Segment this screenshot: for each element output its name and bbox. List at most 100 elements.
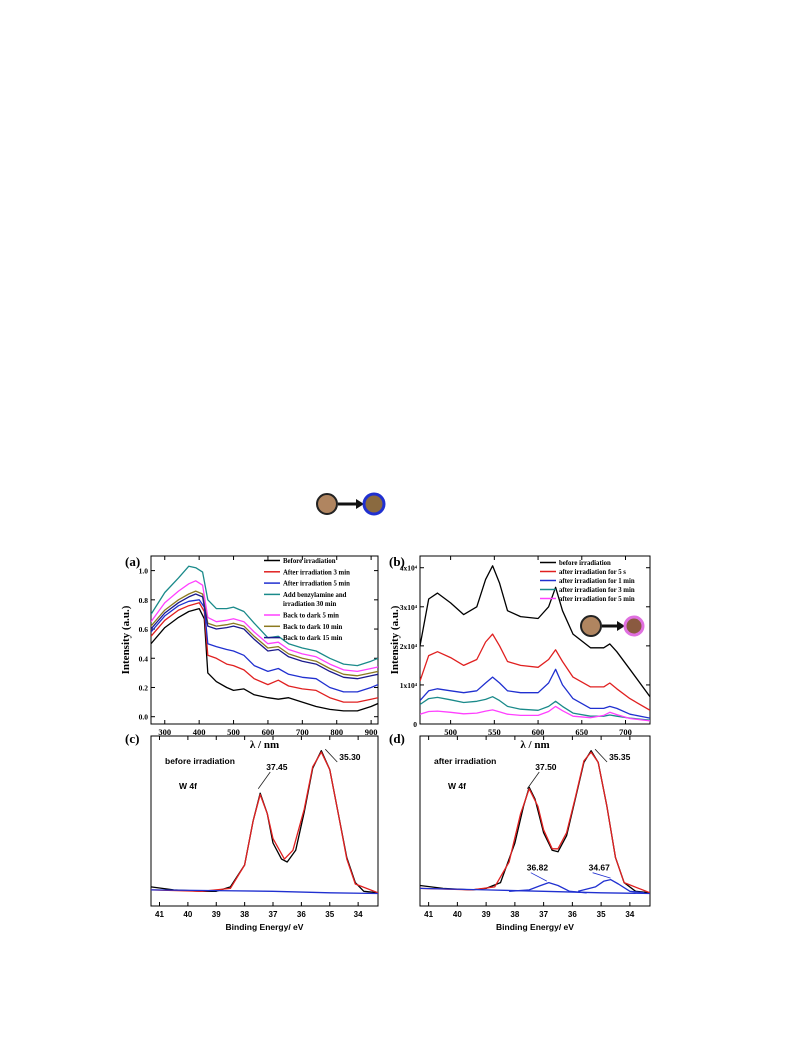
x-tick-label: 34 bbox=[354, 910, 363, 919]
peak-pointer bbox=[526, 771, 540, 789]
panel-c-plot: 41 40 39 38 37 36 35 34 Binding Energy/ eV before… bbox=[150, 735, 379, 932]
legend-label: Add benzylamine and bbox=[283, 592, 347, 599]
series-line-2 bbox=[509, 881, 587, 894]
y-tick-label: 1x10⁴ bbox=[400, 681, 418, 690]
x-tick-label: 600 bbox=[532, 727, 545, 737]
x-tick-label: 500 bbox=[444, 727, 457, 737]
peak-label: 34.67 bbox=[589, 863, 611, 873]
peak-pointer bbox=[594, 748, 608, 763]
orbital-label: W 4f bbox=[448, 781, 466, 791]
x-axis-label: λ / nm bbox=[250, 739, 279, 751]
y-tick-label: 0.6 bbox=[139, 625, 149, 634]
x-tick-label: 650 bbox=[575, 727, 588, 737]
x-tick-label: 39 bbox=[482, 910, 491, 919]
panel-d-label: (d) bbox=[389, 731, 405, 746]
series-line-1 bbox=[151, 751, 378, 894]
legend-label: Before irradiation bbox=[283, 558, 336, 565]
x-tick-label: 900 bbox=[365, 727, 378, 737]
plot-frame bbox=[150, 555, 379, 725]
sample-circle-before-icon bbox=[580, 615, 602, 637]
series-line-0 bbox=[420, 565, 650, 698]
series-group bbox=[151, 750, 378, 895]
peak-label: 37.50 bbox=[535, 762, 557, 772]
panel-a: (a) 300 400 500 600 700 800 900 0.0 0.2 0.4 0.6 0.8… bbox=[120, 492, 386, 751]
series-line-3 bbox=[151, 565, 378, 667]
x-tick-label: 41 bbox=[155, 910, 164, 919]
x-tick-label: 38 bbox=[510, 910, 519, 919]
series-line-0 bbox=[151, 607, 378, 712]
x-tick-label: 34 bbox=[625, 910, 634, 919]
y-tick-label: 1.0 bbox=[139, 567, 149, 576]
x-tick-label: 40 bbox=[453, 910, 462, 919]
plot-frame bbox=[419, 735, 651, 907]
series-group bbox=[420, 565, 650, 722]
series-line-2 bbox=[151, 889, 378, 895]
x-tick-label: 35 bbox=[597, 910, 606, 919]
y-tick-label: 0.8 bbox=[139, 596, 149, 605]
x-tick-label: 40 bbox=[183, 910, 192, 919]
panel-a-label: (a) bbox=[125, 554, 140, 569]
panel-d-plot: 41 40 39 38 37 36 35 34 Binding Energy/ eV after … bbox=[419, 735, 651, 932]
legend-label: before irradiation bbox=[559, 560, 611, 567]
series-line-3 bbox=[577, 878, 645, 894]
legend-label: Back to dark 5 min bbox=[283, 613, 339, 620]
legend-label: after irradiation for 5 min bbox=[559, 596, 635, 603]
sample-circle-after-icon bbox=[623, 615, 645, 637]
x-tick-label: 500 bbox=[227, 727, 240, 737]
panel-b-plot: 500 550 600 650 700 0 1x10⁴ 2x10⁴ 3x10⁴ 4x10⁴ λ / … bbox=[389, 555, 651, 751]
series-line-0 bbox=[151, 750, 378, 894]
x-tick-label: 39 bbox=[212, 910, 221, 919]
sample-circle-after-icon bbox=[362, 492, 386, 516]
arrowhead-icon bbox=[356, 499, 364, 509]
x-tick-label: 800 bbox=[330, 727, 343, 737]
y-tick-label: 2x10⁴ bbox=[400, 642, 418, 651]
x-tick-label: 300 bbox=[158, 727, 171, 737]
legend-label: Back to dark 10 min bbox=[283, 624, 343, 631]
legend-label: After irradiation 5 min bbox=[283, 581, 350, 588]
panel-a-inset bbox=[316, 492, 386, 516]
y-tick-label: 0 bbox=[413, 720, 417, 729]
x-tick-label: 700 bbox=[619, 727, 632, 737]
series-line-4 bbox=[151, 580, 378, 673]
y-tick-label: 0.2 bbox=[139, 683, 149, 692]
legend-label: After irradiation 3 min bbox=[283, 569, 350, 576]
x-axis-label: Binding Energy/ eV bbox=[496, 922, 574, 932]
x-tick-label: 37 bbox=[269, 910, 278, 919]
series-line-1 bbox=[151, 602, 378, 703]
legend-label: after irradiation for 1 min bbox=[559, 578, 635, 585]
y-tick-label: 4x10⁴ bbox=[400, 564, 418, 573]
peak-label: 35.35 bbox=[609, 752, 631, 762]
series-group bbox=[151, 565, 378, 712]
legend-label: after irradiation for 3 min bbox=[559, 587, 635, 594]
series-line-4 bbox=[420, 887, 650, 895]
peak-label: 35.30 bbox=[339, 752, 361, 762]
panel-d: (d) 41 40 39 38 37 36 35 34 Binding Energy/ eV af… bbox=[389, 731, 651, 932]
x-tick-label: 41 bbox=[424, 910, 433, 919]
legend-label: Back to dark 15 min bbox=[283, 635, 343, 642]
orbital-label: W 4f bbox=[179, 781, 197, 791]
peak-pointer bbox=[324, 748, 338, 763]
x-tick-label: 36 bbox=[297, 910, 306, 919]
state-label: before irradiation bbox=[165, 756, 235, 766]
series-line-2 bbox=[151, 599, 378, 693]
y-axis-label: Intensity (a.u.) bbox=[389, 605, 401, 674]
series-line-3 bbox=[420, 696, 650, 721]
state-label: after irradiation bbox=[434, 756, 496, 766]
y-tick-label: 0.0 bbox=[139, 713, 149, 722]
legend-label: after irradiation for 5 s bbox=[559, 569, 626, 576]
peak-pointer bbox=[530, 872, 547, 882]
x-axis-label: λ / nm bbox=[520, 739, 549, 751]
x-tick-label: 600 bbox=[262, 727, 275, 737]
peak-label: 37.45 bbox=[266, 762, 288, 772]
panel-b-label: (b) bbox=[389, 554, 405, 569]
series-line-1 bbox=[420, 633, 650, 711]
x-axis-label: Binding Energy/ eV bbox=[226, 922, 304, 932]
x-tick-label: 37 bbox=[539, 910, 548, 919]
series-group bbox=[420, 750, 650, 895]
series-line-2 bbox=[420, 668, 650, 719]
panel-c: (c) 41 40 39 38 37 36 35 34 Binding Energy/ eV be… bbox=[125, 731, 379, 932]
legend: Before irradiation After irradiation 3 mi… bbox=[264, 558, 350, 642]
peak-pointer bbox=[592, 872, 611, 879]
x-tick-label: 700 bbox=[296, 727, 309, 737]
